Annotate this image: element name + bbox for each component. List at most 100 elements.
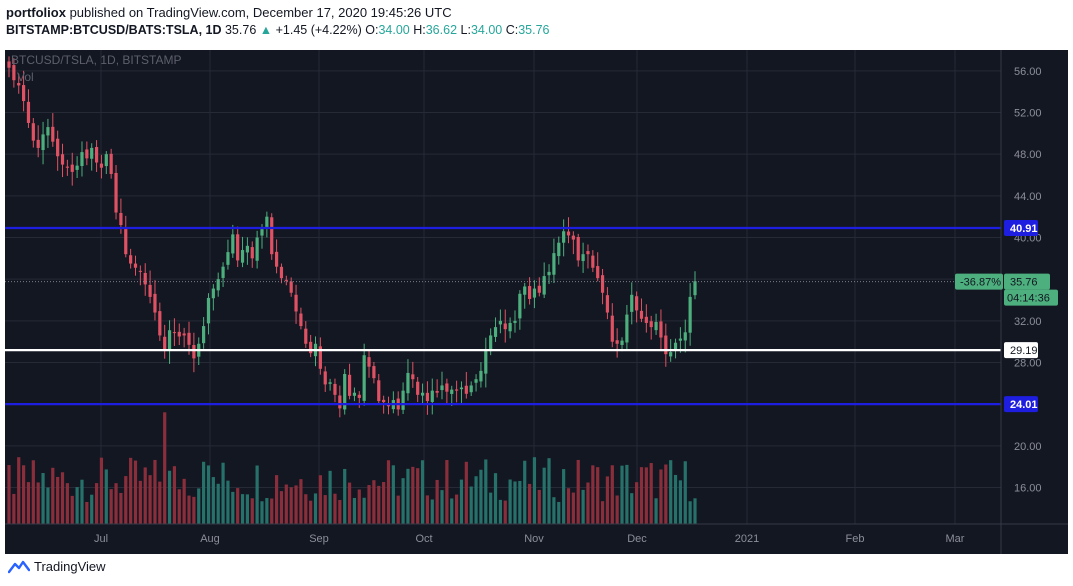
volume-bar — [153, 459, 157, 524]
line-label-text: 40.91 — [1010, 223, 1038, 235]
volume-bar — [377, 485, 381, 524]
volume-bar — [532, 457, 537, 524]
volume-bar — [90, 494, 94, 524]
volume-bar — [459, 479, 464, 524]
volume-bar — [527, 483, 532, 524]
time-tick-label: Mar — [946, 533, 965, 545]
price-tick-label: 32.00 — [1014, 316, 1042, 328]
volume-bar — [489, 492, 493, 524]
price-tick-label: 48.00 — [1014, 149, 1042, 161]
candle-body — [85, 149, 89, 159]
candle-body — [245, 245, 249, 253]
candle-body — [547, 271, 551, 276]
volume-bar — [323, 495, 327, 524]
symbol-ohlc-line: BITSTAMP:BTCUSD/BATS:TSLA, 1D 35.76 ▲ +1… — [6, 23, 549, 37]
candle-body — [450, 389, 454, 394]
candle-body — [420, 392, 425, 396]
candle-body — [484, 351, 488, 374]
volume-bar — [265, 498, 269, 524]
candle-body — [411, 374, 415, 380]
volume-bar — [31, 460, 35, 524]
candle-body — [678, 338, 683, 341]
volume-bar — [693, 498, 697, 524]
candle-body — [664, 335, 668, 355]
volume-bar — [562, 469, 566, 524]
price-chart[interactable]: 56.0052.0048.0044.0040.0036.0032.0028.00… — [5, 50, 1068, 554]
candle-body — [187, 332, 191, 345]
candle-body — [625, 314, 629, 343]
volume-bar — [484, 459, 488, 524]
candle-body — [289, 281, 293, 293]
publisher-name[interactable]: portfoliox — [6, 5, 66, 20]
volume-bar — [513, 481, 517, 524]
volume-bar — [367, 485, 371, 524]
candle-body — [129, 255, 133, 264]
price-tick-label: 44.00 — [1014, 191, 1042, 203]
candle-body — [333, 383, 337, 395]
volume-bar — [669, 460, 673, 524]
candle-body — [7, 61, 11, 68]
candle-body — [56, 138, 60, 157]
candle-body — [148, 284, 152, 297]
volume-bar — [309, 500, 313, 524]
volume-bar — [36, 482, 40, 524]
volume-bar — [576, 459, 580, 524]
candle-body — [508, 322, 512, 332]
candle-body — [639, 310, 644, 319]
time-axis[interactable]: Jul Aug Sep Oct Nov Dec 2021 Feb Mar — [5, 523, 1068, 545]
time-tick-label: Jul — [94, 533, 108, 545]
candle-body — [372, 366, 376, 379]
change-badge — [955, 273, 1003, 290]
volume-bar — [352, 497, 357, 524]
candle-body — [620, 340, 624, 345]
volume-bar — [274, 475, 279, 524]
candle-body — [464, 385, 468, 394]
price-badges: 40.91 29.19 24.01 -36.87% 35.76 04:14:36 — [955, 220, 1058, 413]
volume-bar — [425, 495, 430, 524]
candle-body — [70, 164, 74, 172]
candle-body — [143, 272, 147, 285]
line-label-badge — [1004, 342, 1038, 359]
volume-bar — [649, 463, 653, 524]
candle-body — [279, 266, 284, 279]
candle-body — [600, 275, 605, 293]
candle-body — [416, 381, 420, 395]
tradingview-footer[interactable]: TradingView — [8, 559, 106, 574]
line-label-text: 29.19 — [1010, 345, 1038, 357]
candle-body — [357, 394, 361, 398]
candle-body — [557, 242, 561, 257]
volume-bar — [338, 500, 342, 524]
volume-bar — [289, 487, 293, 524]
candle-body — [158, 311, 162, 336]
horizontal-lines[interactable] — [5, 226, 1001, 406]
candle-body — [12, 65, 16, 81]
low-value: 34.00 — [470, 23, 503, 37]
candle-body — [250, 247, 254, 259]
volume-bar — [60, 472, 65, 524]
candle-body — [94, 147, 99, 163]
candle-body — [693, 281, 697, 296]
candle-body — [591, 255, 595, 268]
high-value: 36.62 — [425, 23, 458, 37]
candle-body — [26, 101, 31, 123]
candle-body — [172, 332, 177, 334]
time-tick-label: 2021 — [735, 533, 759, 545]
volume-bar — [119, 492, 123, 524]
volume-bar — [284, 484, 288, 524]
candle-body — [644, 316, 648, 323]
volume-bar — [163, 412, 167, 524]
volume-bar — [683, 461, 687, 524]
candle-body — [211, 288, 215, 299]
volume-bar — [221, 462, 225, 524]
volume-bar — [430, 499, 434, 524]
volume-bar — [313, 493, 318, 524]
candle-body — [133, 263, 138, 268]
candle-body — [284, 279, 288, 281]
volume-bar — [333, 493, 337, 524]
volume-bars — [7, 412, 697, 524]
candle-body — [503, 323, 507, 330]
candle-body — [226, 252, 230, 265]
candle-body — [41, 134, 45, 151]
candle-body — [323, 371, 327, 385]
volume-bar — [552, 497, 556, 524]
